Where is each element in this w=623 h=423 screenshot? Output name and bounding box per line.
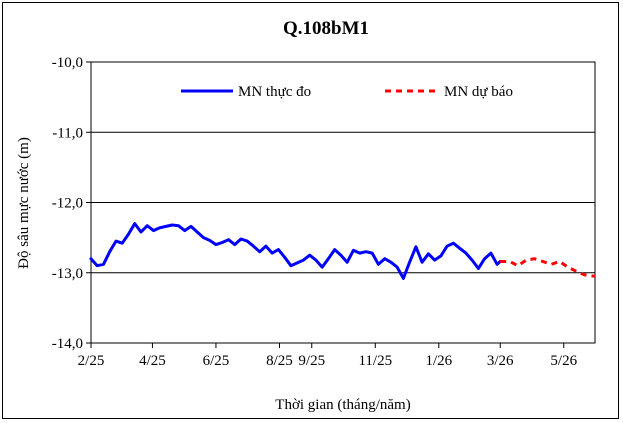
y-tick-label: -13,0 xyxy=(52,266,83,282)
y-axis: -10,0 -11,0 -12,0 -13,0 -14,0 xyxy=(52,55,91,352)
x-tick-label: 4/25 xyxy=(139,353,166,369)
y-tick-label: -14,0 xyxy=(52,336,83,352)
y-tick-label: -11,0 xyxy=(52,125,83,141)
x-axis-label: Thời gian (tháng/năm) xyxy=(275,397,410,413)
gridlines xyxy=(91,131,595,274)
x-tick-label: 5/26 xyxy=(550,353,577,369)
x-tick-label: 1/26 xyxy=(425,353,452,369)
y-tick-label: -12,0 xyxy=(52,196,83,212)
x-tick-label: 9/25 xyxy=(298,353,325,369)
x-tick-label: 6/25 xyxy=(203,353,230,369)
x-tick-label: 8/25 xyxy=(266,353,293,369)
x-axis: 2/25 4/25 6/25 8/25 9/25 11/25 1/26 3/26 5/26 xyxy=(78,343,578,369)
legend-label: MN thực đo xyxy=(238,84,311,100)
series-line-forecast xyxy=(500,257,596,278)
x-tick-label: 2/25 xyxy=(78,353,105,369)
chart-title: Q.108bM1 xyxy=(283,18,369,39)
chart-frame xyxy=(2,2,619,419)
series-line-measured xyxy=(89,222,502,280)
x-tick-label: 11/25 xyxy=(358,353,392,369)
x-tick-label: 3/26 xyxy=(487,353,514,369)
legend: MN thực đo MN dự báo xyxy=(181,84,513,100)
series-group xyxy=(89,222,596,280)
y-axis-label: Độ sâu mực nước (m) xyxy=(16,137,32,269)
y-tick-label: -10,0 xyxy=(52,55,83,71)
legend-label: MN dự báo xyxy=(444,84,513,100)
